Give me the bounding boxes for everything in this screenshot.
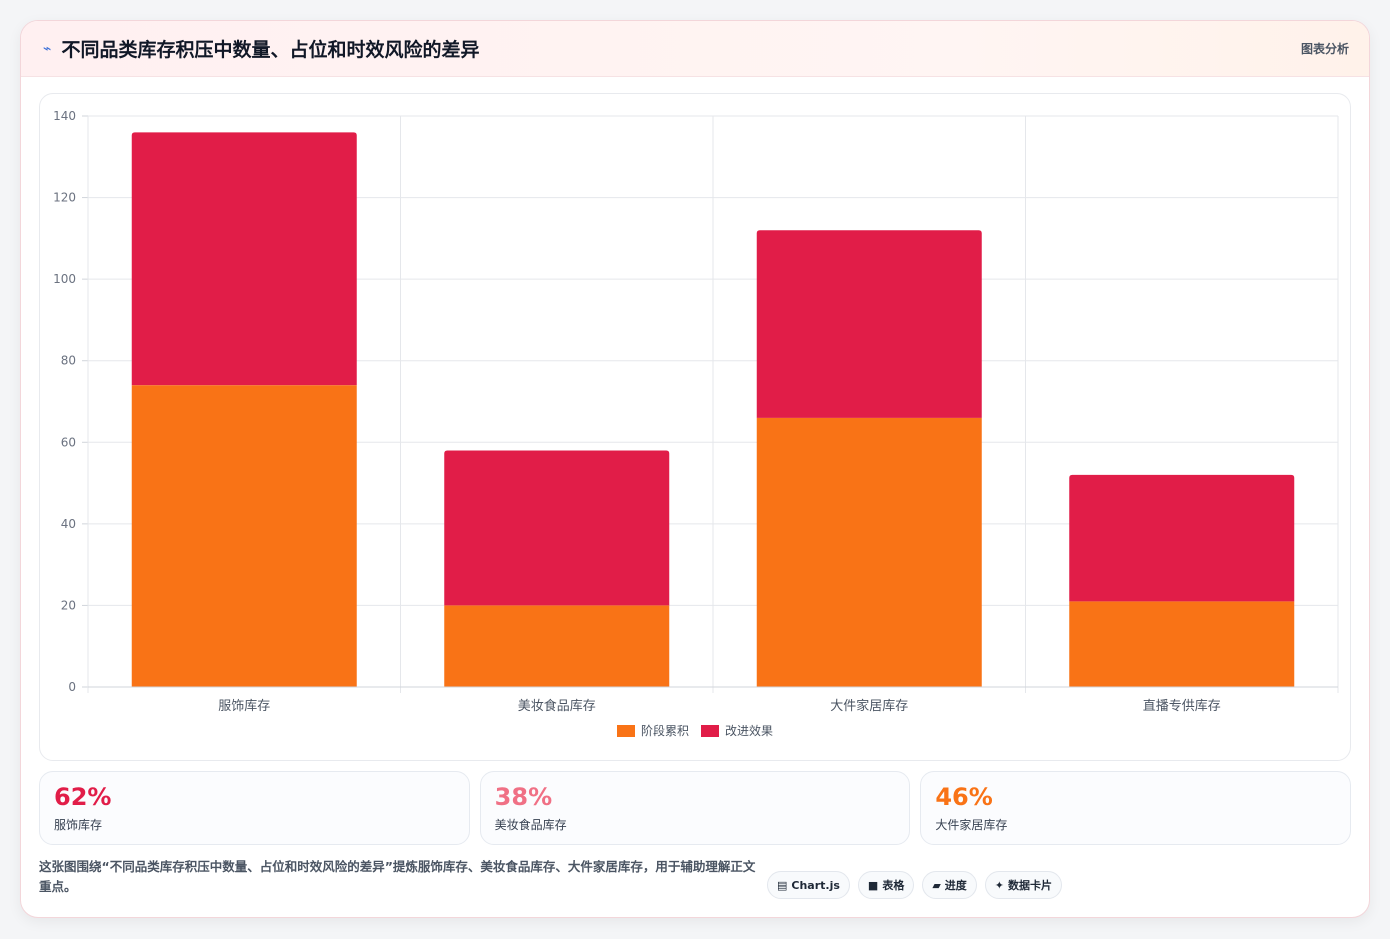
legend-swatch bbox=[701, 724, 719, 737]
bar-segment-1 bbox=[131, 132, 357, 386]
bar-segment-0 bbox=[444, 605, 670, 687]
trend-arrow-icon: ⌁ bbox=[43, 40, 52, 57]
chip-label: Chart.js bbox=[791, 878, 840, 892]
y-tick-label: 140 bbox=[53, 109, 76, 123]
table-icon: ■ bbox=[867, 878, 879, 892]
bar-segment-1 bbox=[1069, 474, 1295, 602]
stat-value: 38% bbox=[494, 783, 553, 811]
legend-label: 改进效果 bbox=[725, 724, 774, 738]
chart-icon: ▤ bbox=[777, 878, 788, 892]
chart-analysis-label: 图表分析 bbox=[1300, 42, 1349, 56]
stacked-bar-chart: 0 20 40 60 80 100 120 140 服饰库存 美妆食品库存 大件家居库存 直播专供库存 bbox=[53, 109, 1339, 714]
bar-segment-0 bbox=[131, 385, 357, 687]
legend-item-1[interactable]: 改进效果 bbox=[701, 722, 773, 739]
chart-legend: 阶段累积 改进效果 bbox=[40, 722, 1350, 739]
stat-label: 服饰库存 bbox=[54, 818, 103, 832]
y-tick-label: 120 bbox=[53, 191, 76, 205]
y-tick-label: 40 bbox=[61, 517, 76, 531]
chip-chartjs[interactable]: ▤ Chart.js bbox=[767, 871, 850, 899]
stat-value: 46% bbox=[935, 783, 993, 811]
chip-label: 表格 bbox=[882, 879, 905, 892]
legend-label: 阶段累积 bbox=[640, 724, 689, 738]
y-tick-label: 80 bbox=[61, 354, 76, 368]
legend-swatch bbox=[616, 724, 635, 737]
stat-cards: 62% 服饰库存 38% 美妆食品库存 46% 大件家居库存 bbox=[39, 771, 1352, 845]
chip-label: 数据卡片 bbox=[1008, 879, 1053, 892]
chip-table[interactable]: ■ 表格 bbox=[857, 871, 915, 899]
x-tick-label: 大件家居库存 bbox=[830, 698, 908, 714]
chart-description: 这张图围绕“不同品类库存积压中数量、占位和时效风险的差异”提炼服饰库存、美妆食品… bbox=[39, 859, 756, 894]
tag-chips: ▤ Chart.js ■ 表格 ▰ 进度 ✦ 数据卡片 bbox=[767, 871, 1063, 899]
x-tick-label: 直播专供库存 bbox=[1143, 698, 1221, 714]
card-footer: 这张图围绕“不同品类库存积压中数量、占位和时效风险的差异”提炼服饰库存、美妆食品… bbox=[39, 857, 1351, 907]
x-tick-label: 美妆食品库存 bbox=[518, 698, 596, 714]
stat-card: 46% 大件家居库存 bbox=[920, 771, 1352, 845]
chip-label: 进度 bbox=[944, 879, 967, 892]
bar-segment-0 bbox=[1069, 601, 1295, 687]
stat-card: 38% 美妆食品库存 bbox=[479, 771, 911, 845]
chip-progress[interactable]: ▰ 进度 bbox=[922, 871, 977, 899]
title-wrap: ⌁ 不同品类库存积压中数量、占位和时效风险的差异 bbox=[43, 35, 479, 62]
y-tick-label: 100 bbox=[53, 272, 76, 286]
bar-segment-1 bbox=[444, 450, 670, 606]
card-header: ⌁ 不同品类库存积压中数量、占位和时效风险的差异 图表分析 bbox=[21, 21, 1369, 77]
chart-title: 不同品类库存积压中数量、占位和时效风险的差异 bbox=[61, 39, 480, 61]
stat-card: 62% 服饰库存 bbox=[39, 771, 470, 845]
chart-panel: 0 20 40 60 80 100 120 140 服饰库存 美妆食品库存 大件家居库存 直播专供库存… bbox=[39, 93, 1351, 761]
y-tick-label: 60 bbox=[61, 435, 76, 449]
bar-segment-1 bbox=[756, 230, 982, 418]
y-tick-label: 0 bbox=[68, 680, 76, 694]
stat-label: 大件家居库存 bbox=[935, 818, 1008, 832]
progress-icon: ▰ bbox=[932, 878, 941, 892]
x-tick-label: 服饰库存 bbox=[218, 698, 270, 714]
bar-segment-0 bbox=[756, 417, 982, 687]
y-tick-label: 20 bbox=[61, 598, 76, 612]
legend-item-0[interactable]: 阶段累积 bbox=[616, 722, 689, 739]
chart-card: ⌁ 不同品类库存积压中数量、占位和时效风险的差异 图表分析 0 20 40 60 80 1… bbox=[20, 20, 1370, 918]
chip-data-card[interactable]: ✦ 数据卡片 bbox=[984, 871, 1063, 899]
stat-value: 62% bbox=[54, 783, 112, 811]
sparkle-icon: ✦ bbox=[994, 878, 1005, 892]
stat-label: 美妆食品库存 bbox=[494, 818, 567, 832]
